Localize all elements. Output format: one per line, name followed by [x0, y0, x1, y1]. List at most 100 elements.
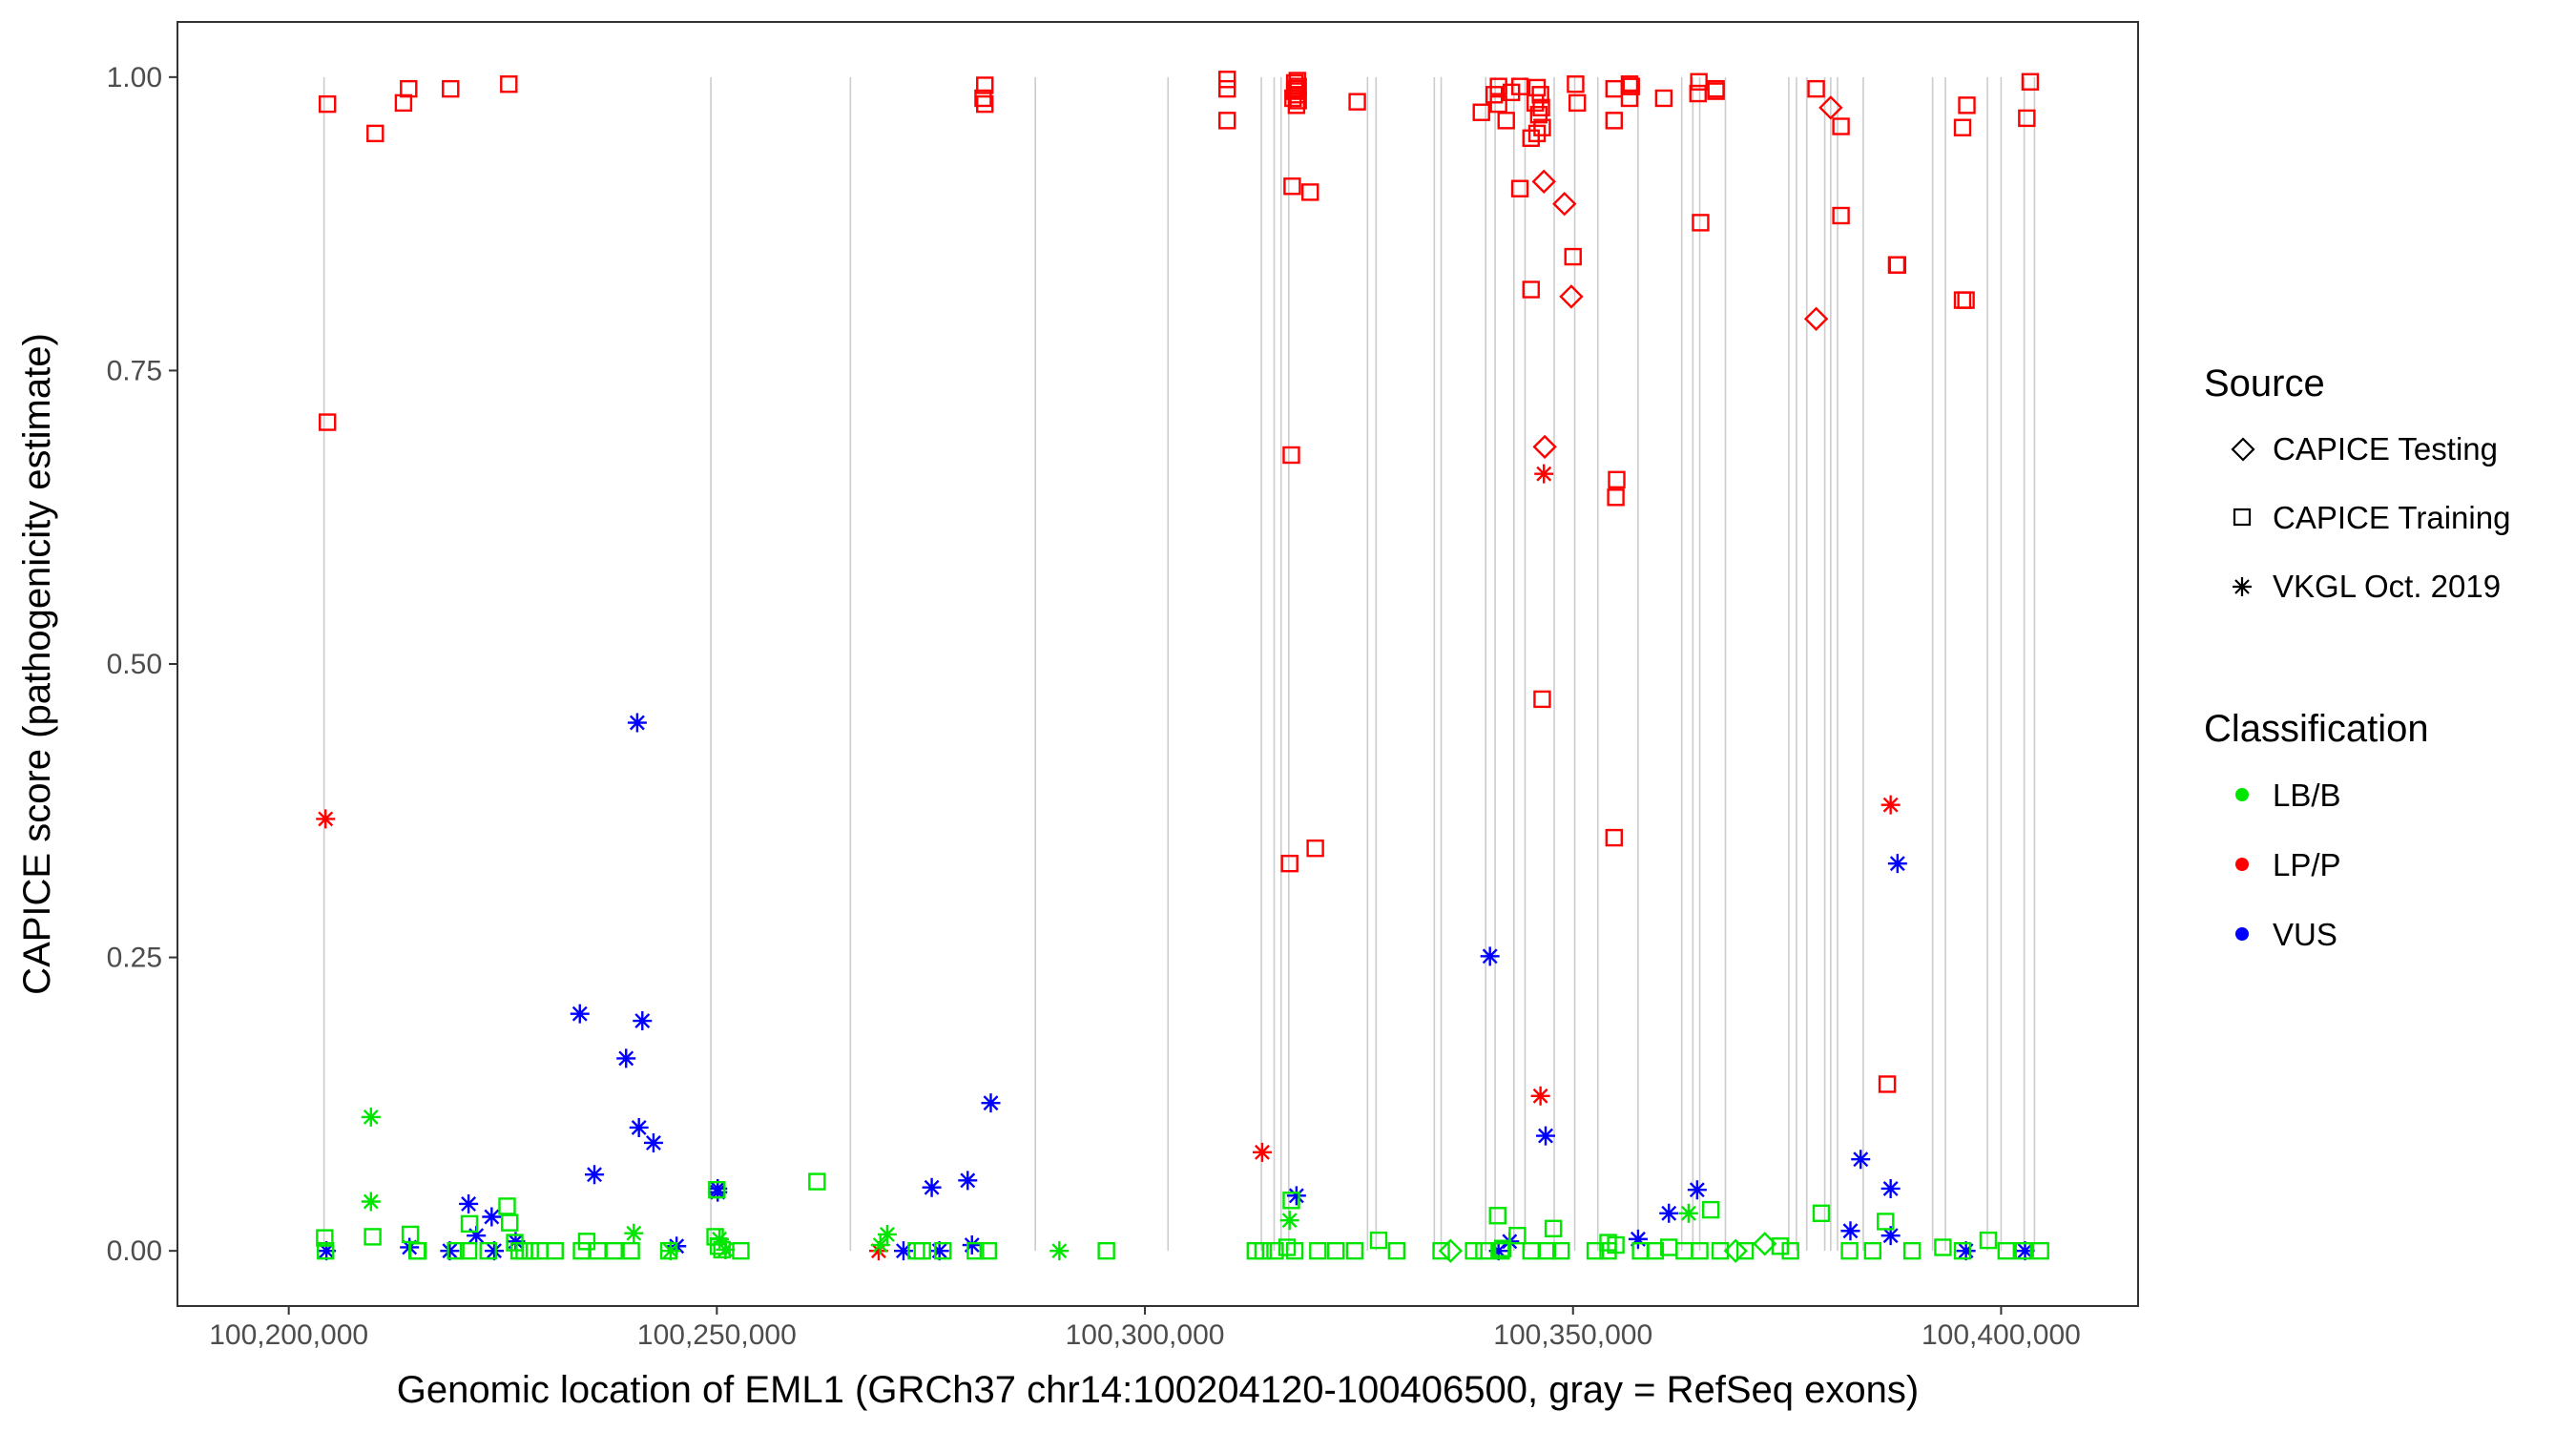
x-axis: 100,200,000 100,250,000 100,300,000 100,350… — [209, 1306, 2081, 1351]
legend-label-lbb: LB/B — [2273, 778, 2341, 813]
data-point-asterisk — [929, 1241, 949, 1261]
data-point-square — [808, 1172, 826, 1191]
data-point-asterisk — [981, 1093, 1001, 1113]
data-point-square — [1282, 446, 1300, 465]
data-point-square — [1301, 183, 1319, 201]
data-point-square — [408, 1241, 427, 1260]
legend-item-capice-training: CAPICE Training — [2233, 500, 2510, 535]
legend-source: Source CAPICE Testing CAPICE Training VK… — [2204, 363, 2510, 604]
data-point-square — [1531, 86, 1549, 104]
data-point-square — [1217, 112, 1236, 130]
data-point-square — [1217, 71, 1236, 89]
data-point-square — [659, 1241, 678, 1260]
data-point-square — [1493, 1239, 1512, 1257]
legend-dot-vus — [2235, 927, 2249, 941]
data-point-asterisk — [616, 1048, 636, 1068]
data-point-square — [706, 1228, 724, 1246]
data-point-square — [1711, 1241, 1730, 1260]
data-point-square — [1692, 214, 1710, 232]
data-point-square — [401, 1225, 420, 1244]
data-point-asterisk — [1880, 1226, 1901, 1246]
data-point-square — [364, 1228, 382, 1246]
data-point-asterisk — [870, 1235, 890, 1255]
data-point-square — [500, 75, 518, 93]
data-point-square — [1654, 89, 1673, 108]
data-point-diamond — [1531, 169, 1556, 195]
data-point-square — [1832, 206, 1850, 225]
legend-dot-lbb — [2235, 788, 2249, 801]
data-point-square — [1282, 1192, 1300, 1210]
data-point-square — [1934, 1238, 1952, 1256]
y-tick-label: 1.00 — [107, 62, 162, 93]
data-point-square — [1622, 77, 1640, 95]
data-point-square — [1979, 1231, 1998, 1250]
legend-item-lpp: LP/P — [2235, 847, 2341, 882]
data-point-asterisk — [440, 1241, 460, 1261]
data-point-square — [709, 1237, 728, 1255]
data-point-asterisk — [2015, 1241, 2035, 1261]
data-point-square — [459, 1241, 478, 1260]
data-point-square — [913, 1241, 931, 1260]
data-point-square — [1472, 103, 1490, 121]
x-tick-label: 100,250,000 — [637, 1319, 797, 1351]
data-point-square — [1902, 1241, 1922, 1260]
y-axis: 0.00 0.25 0.50 0.75 1.00 — [107, 62, 177, 1267]
data-point-asterisk — [1840, 1221, 1860, 1241]
x-tick-label: 100,400,000 — [1922, 1319, 2081, 1351]
data-point-square — [394, 93, 413, 113]
data-point-asterisk — [1659, 1203, 1679, 1223]
data-point-square — [1675, 1241, 1693, 1260]
data-point-asterisk — [624, 1223, 644, 1243]
legend-classification-title: Classification — [2204, 708, 2429, 750]
data-point-square — [1646, 1241, 1665, 1260]
data-point-square — [1888, 256, 1907, 274]
data-point-asterisk — [633, 1011, 653, 1031]
data-point-square — [1958, 96, 1976, 114]
data-point-square — [1567, 75, 1585, 93]
data-point-square — [1217, 79, 1236, 98]
data-point-square — [1510, 179, 1529, 197]
data-point-square — [1605, 112, 1624, 130]
legend-label-capice-testing: CAPICE Testing — [2273, 431, 2498, 467]
data-point-square — [1283, 177, 1301, 196]
data-point-asterisk — [1530, 1086, 1550, 1106]
data-point-square — [708, 1180, 726, 1199]
data-point-asterisk — [482, 1207, 502, 1227]
data-point-square — [1620, 75, 1639, 93]
data-point-asterisk — [627, 713, 647, 733]
data-point-square — [966, 1241, 985, 1260]
data-point-square — [1953, 1241, 1972, 1260]
x-tick-label: 100,200,000 — [209, 1319, 368, 1351]
data-point-square — [1957, 291, 1975, 309]
data-point-square — [1690, 73, 1708, 91]
data-point-square — [1369, 1231, 1388, 1250]
data-point-square — [1465, 1241, 1483, 1260]
x-tick-label: 100,350,000 — [1493, 1319, 1652, 1351]
data-point-asterisk — [1252, 1142, 1272, 1162]
legend-item-vkgl: VKGL Oct. 2019 — [2233, 569, 2501, 604]
data-point-square — [1488, 1207, 1506, 1225]
data-point-square — [498, 1197, 516, 1215]
data-point-asterisk — [1956, 1241, 1976, 1261]
data-point-square — [2014, 1241, 2032, 1260]
data-point-asterisk — [877, 1224, 897, 1244]
data-point-asterisk — [485, 1241, 505, 1261]
data-point-square — [1544, 1219, 1563, 1237]
data-point-square — [1309, 1241, 1327, 1260]
data-point-square — [319, 94, 337, 114]
data-point-asterisk — [1678, 1203, 1698, 1223]
asterisk-icon — [2233, 577, 2252, 596]
x-axis-title: Genomic location of EML1 (GRCh37 chr14:1… — [397, 1369, 1919, 1411]
data-point-square — [1497, 112, 1515, 130]
data-point-square — [622, 1241, 640, 1260]
data-point-square — [1807, 79, 1825, 98]
data-point-square — [1475, 1241, 1493, 1260]
legend-item-capice-testing: CAPICE Testing — [2231, 431, 2498, 467]
data-point-asterisk — [1049, 1241, 1070, 1261]
data-point-square — [1878, 1075, 1897, 1093]
data-point-square — [1285, 1241, 1304, 1260]
data-point-asterisk — [1880, 1178, 1901, 1198]
data-point-square — [1489, 77, 1507, 95]
data-point-square — [1387, 1241, 1406, 1260]
